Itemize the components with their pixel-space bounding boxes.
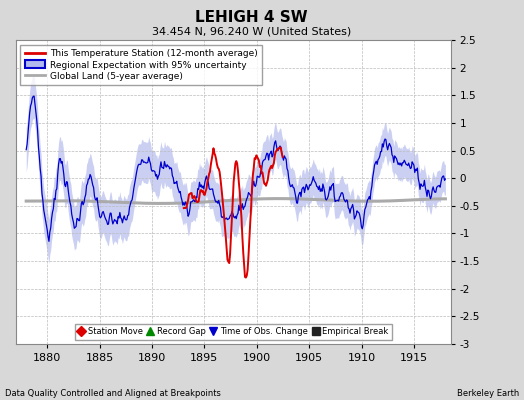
Text: LEHIGH 4 SW: LEHIGH 4 SW xyxy=(195,10,308,25)
Legend: Station Move, Record Gap, Time of Obs. Change, Empirical Break: Station Move, Record Gap, Time of Obs. C… xyxy=(74,324,392,340)
Text: Berkeley Earth: Berkeley Earth xyxy=(456,389,519,398)
Text: Data Quality Controlled and Aligned at Breakpoints: Data Quality Controlled and Aligned at B… xyxy=(5,389,221,398)
Text: 34.454 N, 96.240 W (United States): 34.454 N, 96.240 W (United States) xyxy=(152,26,351,36)
